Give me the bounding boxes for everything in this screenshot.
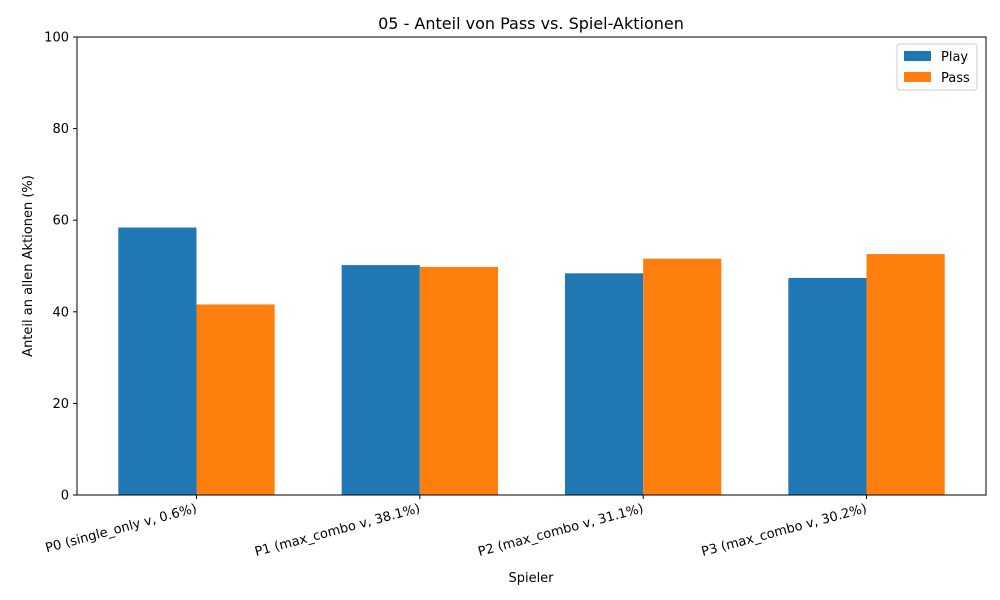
- x-tick-label: P0 (single_only v, 0.6%): [44, 501, 199, 556]
- y-tick-label: 0: [61, 489, 69, 504]
- y-tick-label: 80: [52, 122, 69, 137]
- legend-swatch-pass: [904, 72, 931, 82]
- bar-play-1: [341, 265, 420, 495]
- bar-pass-0: [196, 304, 275, 495]
- legend-label-pass: Pass: [941, 71, 970, 86]
- bar-pass-1: [419, 266, 498, 495]
- plot-area: 0 20 40 60 80 100 P0 (single_only v, 0.6%) P1 (…: [44, 31, 987, 560]
- bar-pass-2: [643, 258, 722, 495]
- x-tick-label: P1 (max_combo v, 38.1%): [253, 501, 422, 560]
- x-tick-label: P3 (max_combo v, 30.2%): [700, 501, 869, 560]
- y-tick-label: 100: [44, 31, 69, 46]
- bar-play-0: [118, 227, 197, 495]
- bar-pass-3: [866, 254, 945, 495]
- legend-swatch-play: [904, 51, 931, 61]
- axes-frame: [76, 36, 987, 496]
- y-tick-label: 40: [52, 305, 69, 320]
- y-tick-label: 20: [52, 397, 69, 412]
- x-tick-label: P2 (max_combo v, 31.1%): [477, 501, 646, 560]
- x-axis-label: Spieler: [508, 571, 554, 586]
- chart-title: 05 - Anteil von Pass vs. Spiel-Aktionen: [378, 14, 684, 33]
- legend-label-play: Play: [941, 50, 968, 65]
- bar-play-2: [565, 273, 644, 495]
- legend: Play Pass: [896, 43, 978, 91]
- bar-play-3: [788, 277, 867, 495]
- y-tick-label: 60: [52, 214, 69, 229]
- y-axis-label: Anteil an allen Aktionen (%): [21, 175, 36, 357]
